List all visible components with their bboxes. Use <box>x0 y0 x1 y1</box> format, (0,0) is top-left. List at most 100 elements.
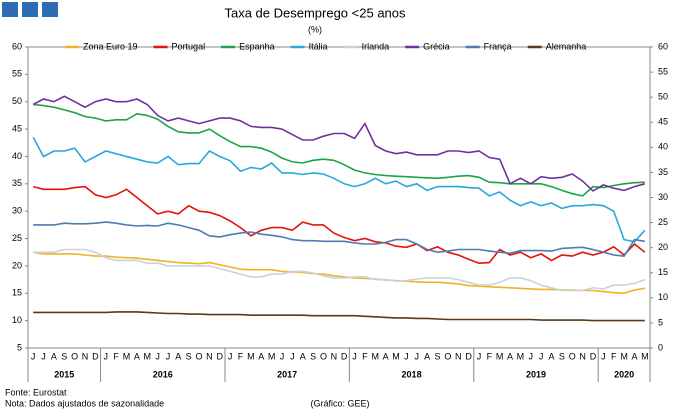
y2-tick-label: 60 <box>658 41 668 51</box>
y2-tick-label: 25 <box>658 217 668 227</box>
y2-tick-label: 55 <box>658 66 668 76</box>
legend-label: Alemanha <box>546 41 587 51</box>
series-line <box>33 311 645 322</box>
x-tick-label: A <box>175 351 181 361</box>
y2-tick-label: 5 <box>658 317 663 327</box>
source: Fonte: Eurostat <box>5 387 67 397</box>
x-tick-label: F <box>362 351 368 361</box>
x-tick-label: M <box>372 351 380 361</box>
x-tick-label: S <box>559 351 565 361</box>
legend-label: Irlanda <box>362 41 390 51</box>
series-line <box>33 248 646 292</box>
y-tick-label: 35 <box>12 178 22 188</box>
y-tick-label: 20 <box>12 260 22 270</box>
x-tick-label: S <box>186 351 192 361</box>
logo <box>2 2 18 17</box>
x-tick-label: N <box>579 351 586 361</box>
y2-tick-label: 45 <box>658 117 668 127</box>
x-tick-label: D <box>590 351 597 361</box>
x-tick-label: J <box>352 351 357 361</box>
x-tick-label: J <box>529 351 534 361</box>
x-tick-label: O <box>71 351 78 361</box>
series-line <box>32 95 646 192</box>
y-tick-label: 5 <box>17 342 22 352</box>
x-tick-label: J <box>404 351 409 361</box>
series-line <box>33 251 645 295</box>
chart-subtitle: (%) <box>308 24 322 34</box>
x-tick-label: F <box>238 351 244 361</box>
credit: (Gráfico: GEE) <box>310 398 369 408</box>
y2-tick-label: 30 <box>658 192 668 202</box>
x-tick-label: M <box>143 351 151 361</box>
y-tick-label: 10 <box>12 315 22 325</box>
series-line <box>33 103 645 197</box>
x-tick-label: J <box>280 351 285 361</box>
y2-tick-label: 15 <box>658 267 668 277</box>
x-tick-label: M <box>496 351 504 361</box>
x-tick-label: N <box>331 351 338 361</box>
y-tick-label: 60 <box>12 41 22 51</box>
x-tick-label: M <box>247 351 255 361</box>
x-tick-label: J <box>41 351 46 361</box>
legend-label: Grécia <box>423 41 450 51</box>
y-tick-label: 55 <box>12 69 22 79</box>
x-tick-label: O <box>320 351 327 361</box>
x-tick-label: D <box>92 351 99 361</box>
y2-tick-label: 20 <box>658 242 668 252</box>
logo <box>22 2 38 17</box>
x-tick-label: A <box>631 351 637 361</box>
x-tick-label: J <box>104 351 109 361</box>
y2-tick-label: 40 <box>658 142 668 152</box>
x-tick-label: J <box>166 351 171 361</box>
x-tick-label: S <box>310 351 316 361</box>
y-tick-label: 40 <box>12 151 22 161</box>
x-tick-label: J <box>31 351 36 361</box>
y-tick-label: 25 <box>12 233 22 243</box>
x-tick-label: J <box>155 351 160 361</box>
chart-title: Taxa de Desemprego <25 anos <box>224 5 406 20</box>
x-tick-label: A <box>258 351 264 361</box>
legend-label: Itália <box>309 41 328 51</box>
x-tick-label: A <box>549 351 555 361</box>
x-tick-label: M <box>620 351 628 361</box>
year-label: 2015 <box>54 369 74 379</box>
y2-tick-label: 0 <box>658 342 663 352</box>
year-label: 2016 <box>153 369 173 379</box>
x-tick-label: S <box>61 351 67 361</box>
x-tick-label: M <box>268 351 276 361</box>
x-tick-label: A <box>51 351 57 361</box>
x-tick-label: F <box>487 351 493 361</box>
series-line <box>32 185 646 265</box>
x-tick-label: J <box>228 351 233 361</box>
y-tick-label: 30 <box>12 206 22 216</box>
x-tick-label: A <box>507 351 513 361</box>
x-tick-label: N <box>455 351 462 361</box>
x-tick-label: M <box>123 351 131 361</box>
x-tick-label: M <box>392 351 400 361</box>
x-tick-label: J <box>415 351 420 361</box>
x-tick-label: O <box>569 351 576 361</box>
x-tick-label: J <box>601 351 606 361</box>
x-tick-label: S <box>434 351 440 361</box>
x-tick-label: A <box>300 351 306 361</box>
x-tick-label: D <box>465 351 472 361</box>
logo <box>42 2 58 17</box>
y2-tick-label: 35 <box>658 167 668 177</box>
x-tick-label: A <box>383 351 389 361</box>
x-tick-label: J <box>477 351 482 361</box>
x-tick-label: D <box>341 351 348 361</box>
year-label: 2020 <box>614 369 634 379</box>
legend-label: Zona Euro 19 <box>83 41 138 51</box>
x-tick-label: J <box>290 351 295 361</box>
series-line <box>33 221 645 257</box>
x-tick-label: N <box>206 351 213 361</box>
x-tick-label: M <box>641 351 649 361</box>
legend-label: Espanha <box>239 41 275 51</box>
legend-label: Portugal <box>172 41 206 51</box>
y-tick-label: 50 <box>12 96 22 106</box>
x-tick-label: F <box>113 351 119 361</box>
x-tick-label: N <box>82 351 89 361</box>
x-tick-label: A <box>134 351 140 361</box>
legend-label: França <box>484 41 512 51</box>
